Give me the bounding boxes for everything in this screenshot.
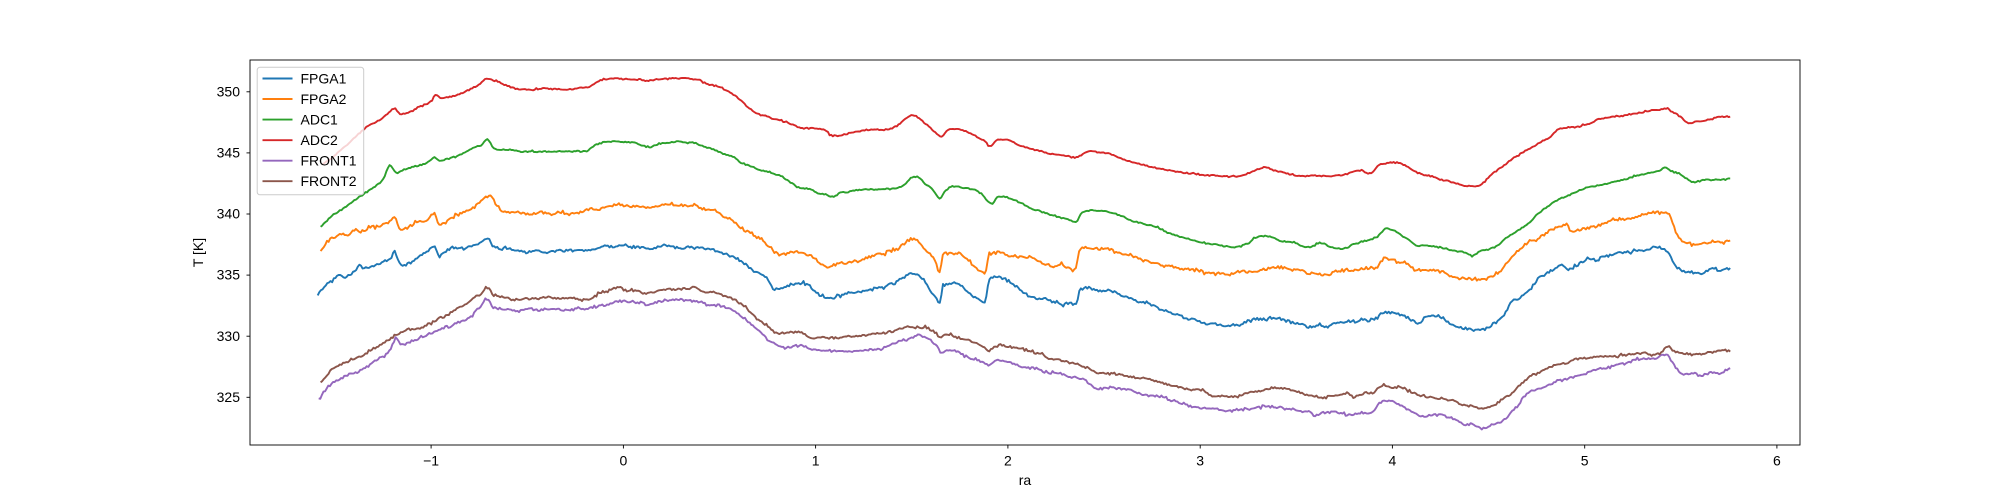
svg-text:1: 1	[812, 453, 820, 469]
svg-text:ADC1: ADC1	[301, 112, 339, 128]
svg-text:ra: ra	[1019, 472, 1032, 488]
svg-text:3: 3	[1196, 453, 1204, 469]
svg-text:4: 4	[1389, 453, 1397, 469]
svg-text:335: 335	[217, 267, 241, 283]
svg-text:0: 0	[620, 453, 628, 469]
svg-text:FPGA1: FPGA1	[301, 71, 347, 87]
svg-text:ADC2: ADC2	[301, 132, 339, 148]
svg-text:330: 330	[217, 328, 241, 344]
svg-text:FRONT1: FRONT1	[301, 153, 357, 169]
svg-text:FRONT2: FRONT2	[301, 173, 357, 189]
svg-text:340: 340	[217, 206, 241, 222]
svg-text:T [K]: T [K]	[190, 238, 206, 267]
svg-text:FPGA2: FPGA2	[301, 91, 347, 107]
svg-text:325: 325	[217, 389, 241, 405]
svg-text:2: 2	[1004, 453, 1012, 469]
svg-text:350: 350	[217, 83, 241, 99]
svg-text:6: 6	[1773, 453, 1781, 469]
svg-text:345: 345	[217, 145, 241, 161]
svg-text:5: 5	[1581, 453, 1589, 469]
svg-text:−1: −1	[423, 453, 439, 469]
